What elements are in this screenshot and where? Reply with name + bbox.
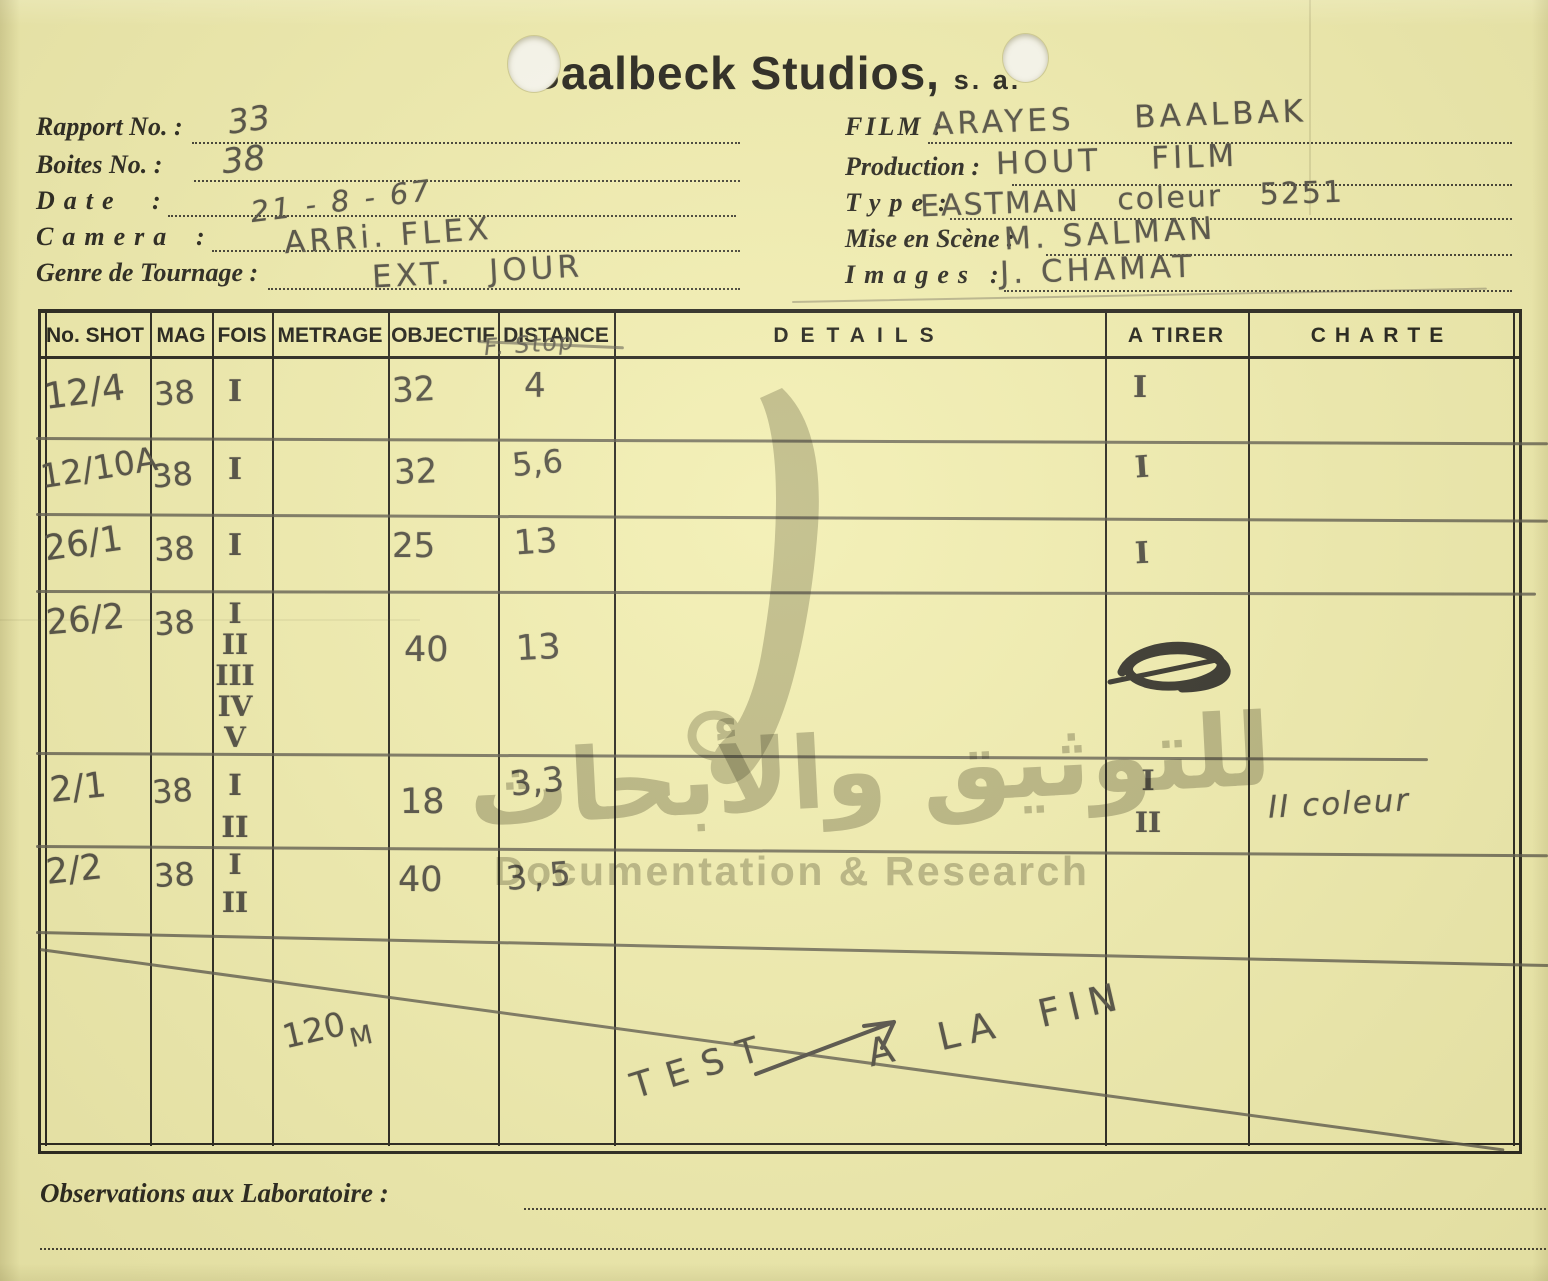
field-colon: : [152, 186, 161, 215]
cell-objectif: 25 [392, 526, 436, 566]
cell-objectif: 40 [404, 630, 449, 670]
field-label-genre: Genre de Tournage : [36, 258, 259, 287]
a-tirer-scribble-strike [1107, 657, 1219, 685]
dotted-line [192, 142, 740, 144]
col-header-fois: FOIS [217, 324, 267, 347]
cell-distance: 4 [524, 366, 546, 406]
table-bottom-border-outer [38, 1151, 1522, 1154]
cell-objectif: 40 [398, 860, 443, 900]
field-label-production: Production : [845, 152, 981, 181]
dotted-line [1004, 290, 1512, 292]
field-colon: : [938, 188, 947, 217]
cell-fois: I [227, 528, 243, 563]
dotted-line [1046, 254, 1512, 256]
cell-a-tirer: I [1132, 370, 1148, 405]
column-line [212, 313, 214, 1146]
column-line [1105, 313, 1107, 1146]
cell-fois: I II [221, 768, 249, 844]
table-left-border-inner [45, 313, 47, 1146]
cell-fois: I II III IV V [215, 597, 255, 754]
table-top-border [38, 309, 1522, 313]
dotted-line [928, 142, 1512, 144]
studio-name: Baalbeck Studios, [526, 47, 940, 99]
col-header-shot: No. SHOT [46, 324, 144, 347]
cell-fois: I [227, 374, 243, 409]
table-right-border [1519, 309, 1522, 1154]
punch-hole-right [1003, 34, 1048, 82]
dotted-line [1012, 184, 1512, 186]
dotted-line [268, 288, 740, 290]
col-header-mag: MAG [156, 324, 206, 347]
dotted-line [212, 250, 740, 252]
column-line [1248, 313, 1250, 1146]
field-label-type: Type [845, 188, 932, 217]
cell-a-tirer: I II [1134, 764, 1162, 839]
column-line [150, 313, 152, 1146]
field-label-rapport: Rapport No. : [36, 112, 183, 141]
dotted-line [524, 1208, 1546, 1210]
dotted-line [168, 215, 736, 217]
column-line [614, 313, 616, 1146]
cell-fois: I [227, 452, 243, 487]
column-line [498, 313, 500, 1146]
field-label-boites: Boites No. : [36, 150, 163, 179]
field-colon: : [990, 260, 999, 289]
col-header-objectif: OBJECTIF [391, 324, 495, 347]
test-note-arrow [754, 1020, 896, 1076]
column-line [388, 313, 390, 1146]
col-header-details: DETAILS [773, 324, 946, 347]
field-label-mise-en-scene: Mise en Scène : [845, 224, 1015, 253]
table-header-rule [38, 356, 1519, 359]
column-line [272, 313, 274, 1146]
field-label-camera: Camera [36, 222, 176, 251]
paper-crease [1309, 0, 1311, 215]
punch-hole-left [508, 36, 560, 92]
table-bottom-border [38, 1143, 1522, 1145]
field-colon: : [196, 222, 205, 251]
cell-objectif: 18 [400, 782, 445, 822]
col-header-charte: CHARTE [1310, 324, 1453, 347]
col-header-a-tirer: A TIRER [1127, 324, 1226, 347]
observations-label: Observations aux Laboratoire : [40, 1178, 389, 1208]
col-header-metrage: METRAGE [277, 324, 383, 347]
field-label-date: Date [36, 186, 123, 215]
table-right-border-inner [1513, 313, 1515, 1146]
cell-fois: I II [221, 848, 249, 919]
table-left-border [38, 309, 41, 1154]
dotted-line [40, 1248, 1546, 1250]
field-label-film: FILM : [845, 112, 945, 141]
field-label-images: Images [845, 260, 977, 289]
dotted-line [950, 218, 1512, 220]
dotted-line [194, 180, 740, 182]
paper-crease [0, 619, 420, 621]
